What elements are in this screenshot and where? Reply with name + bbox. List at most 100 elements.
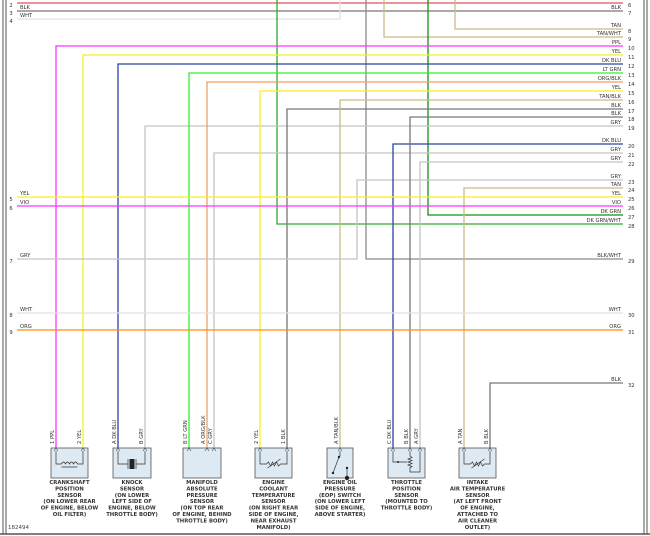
sensor-name-line: SENSOR	[465, 493, 489, 499]
sensor-pin-label: C GRY	[208, 427, 214, 444]
sensor-pin-label: A ORG/BLK	[201, 415, 207, 444]
sensor-name-line: MANIFOLD)	[256, 525, 290, 531]
sensor-body	[50, 447, 89, 479]
right-connector-pin-number: 27	[628, 215, 635, 221]
right-connector-pin-number: 29	[628, 259, 635, 265]
right-connector-pin-number: 6	[628, 3, 631, 9]
wire-dkblu	[117, 63, 623, 448]
wire-tan	[339, 99, 623, 448]
wire-blk	[286, 108, 623, 448]
sensor-name-line: INTAKE	[467, 480, 489, 486]
sensor-name-line: PRESSURE	[325, 486, 356, 492]
right-connector-pin-number: 13	[628, 73, 635, 79]
wire-orgblk	[206, 81, 623, 448]
sensor-name-line: (ON TOP REAR	[181, 506, 224, 512]
right-connector-wire-label: TAN	[610, 182, 621, 188]
pin-terminal-icon	[257, 447, 263, 452]
wire-blkwht	[365, 0, 623, 260]
right-connector-wire-label: DK GRN	[600, 209, 621, 215]
right-connector-wire-label: YEL	[611, 49, 621, 55]
coil-icon	[55, 451, 84, 468]
right-connector-wire-label: PPL	[612, 40, 621, 46]
wire-tan	[454, 0, 623, 30]
right-connector-wire-label: GRY	[611, 147, 622, 153]
sensor-name-line: (ON LOWER REAR	[43, 499, 95, 505]
sensor-body	[182, 447, 222, 479]
sensor-name-line: (EOP) SWITCH	[319, 493, 361, 499]
left-connector-pin-number: 7	[9, 259, 12, 265]
sensor-name-line: OF ENGINE, BEHIND	[172, 512, 232, 518]
left-connector-pin-number: 8	[9, 313, 12, 319]
pin-terminal-icon	[142, 447, 148, 452]
sensor-pin-label: A TAN	[458, 428, 464, 444]
sensor-name-line: SENSOR	[190, 499, 214, 505]
left-connector-pin-number: 3	[9, 11, 12, 17]
right-connector-pin-number: 24	[628, 188, 635, 194]
sensor-name-line: POSITION	[392, 486, 421, 492]
wire-ltgrn	[188, 72, 623, 448]
sensor-name-line: ABSOLUTE	[186, 486, 218, 492]
pin-terminal-icon	[211, 447, 217, 452]
sensor-name-line: CRANKSHAFT	[49, 480, 90, 486]
right-connector-wire-label: GRY	[611, 120, 622, 126]
wire-dkblu	[392, 143, 623, 448]
sensor-pin-label: 1 PPL	[50, 430, 56, 444]
sensor-name-line: OF ENGINE,	[460, 506, 494, 512]
pin-terminal-icon	[487, 447, 493, 452]
right-connector-wire-label: BLK	[611, 111, 621, 117]
connector-labels: 23BLK4WHT5YEL6VIO7GRY8WHT9ORG67BLK8TAN9T…	[9, 3, 635, 389]
right-connector-wire-label: TAN	[610, 23, 621, 29]
left-connector-wire-label: WHT	[20, 13, 33, 19]
sensor-name-line: COOLANT	[259, 486, 288, 492]
sensor-name-line: (ON LOWER	[115, 493, 149, 499]
sensor-name-line: SIDE OF ENGINE,	[315, 506, 365, 512]
switch-contact-icon	[345, 466, 349, 470]
sensor-name-line: ENGINE OIL	[323, 480, 358, 486]
pin-terminal-icon	[390, 447, 396, 452]
sensor-pin-label: B BLK	[404, 428, 410, 444]
left-connector-wire-label: GRY	[20, 253, 31, 259]
sensor-name-line: NEAR EXHAUST	[251, 518, 297, 524]
sensor-name-line: AIR TEMPERATURE	[450, 486, 506, 492]
right-connector-pin-number: 20	[628, 144, 635, 150]
wire-blk	[489, 382, 623, 448]
right-connector-wire-label: ORG/BLK	[598, 76, 622, 82]
sensor-name-line: SENSOR	[57, 493, 81, 499]
wire-dkgrnwht	[276, 0, 623, 225]
right-connector-pin-number: 30	[628, 313, 635, 319]
left-connector-pin-number: 4	[9, 19, 13, 25]
wiper-node-icon	[397, 461, 399, 463]
right-connector-wire-label: LT GRN	[603, 67, 622, 73]
wire-wht	[17, 0, 341, 20]
right-connector-pin-number: 12	[628, 64, 635, 70]
right-connector-wire-label: GRY	[611, 156, 622, 162]
switch-contact-icon	[337, 455, 341, 459]
pin-terminal-icon	[284, 447, 290, 452]
thermistor-icon	[259, 451, 288, 469]
right-connector-wire-label: YEL	[611, 85, 621, 91]
left-connector-wire-label: BLK	[20, 5, 30, 11]
left-connector-wire-label: ORG	[20, 324, 32, 330]
sensor-name-line: TEMPERATURE	[252, 493, 296, 499]
sensor-name-line: ABOVE STARTER)	[315, 512, 366, 518]
sensor-name-line: ENGINE	[262, 480, 285, 486]
right-connector-pin-number: 26	[628, 206, 635, 212]
sensor-name-line: (MOUNTED TO	[385, 499, 428, 505]
wire-gry	[419, 161, 623, 448]
sensor-name-line: THROTTLE BODY)	[176, 518, 228, 524]
right-connector-wire-label: DK BLU	[602, 138, 621, 144]
pin-terminal-icon	[417, 447, 423, 452]
sensor-name-line: POSITION	[55, 486, 84, 492]
sensor-name-line: PRESSURE	[187, 493, 218, 499]
sensor-name-line: (ON LOWER LEFT	[315, 499, 366, 505]
potentiometer-icon	[392, 451, 421, 473]
sensor-name-line: AIR CLEANER	[458, 518, 497, 524]
wire-yel	[259, 90, 623, 448]
sensor-name-line: LEFT SIDE OF	[112, 499, 152, 505]
right-connector-wire-label: YEL	[611, 191, 621, 197]
right-connector-pin-number: 21	[628, 153, 635, 159]
pin-terminal-icon	[115, 447, 121, 452]
